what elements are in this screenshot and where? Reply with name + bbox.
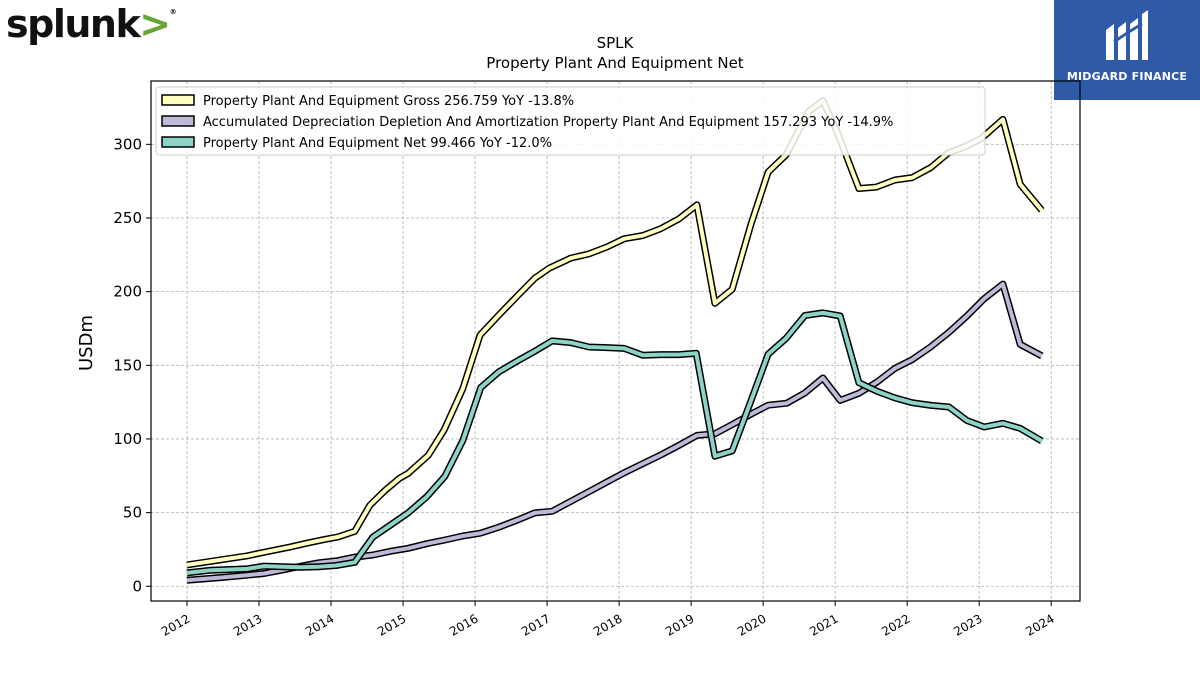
series-layer — [186, 97, 1045, 584]
x-tick-label: 2023 — [951, 611, 984, 638]
series-line — [186, 282, 1043, 583]
x-tick-label: 2015 — [375, 611, 408, 638]
x-tick-label: 2013 — [231, 611, 264, 638]
midgard-brand-text: MIDGARD FINANCE — [1066, 70, 1188, 83]
x-tick-label: 2014 — [303, 611, 336, 638]
y-tick-label: 50 — [123, 504, 142, 522]
chart-title: SPLK — [597, 34, 635, 52]
legend-swatch — [161, 136, 195, 148]
x-tick-label: 2016 — [447, 611, 480, 638]
chevron-mark: > — [139, 2, 171, 46]
legend-entry: Property Plant And Equipment Net 99.466 … — [203, 136, 552, 151]
legend-swatch — [161, 94, 195, 106]
series-line — [186, 310, 1043, 575]
splunk-logo: splunk>® — [6, 2, 176, 46]
chart-subtitle: Property Plant And Equipment Net — [486, 54, 743, 72]
series-3 — [186, 309, 1044, 577]
x-tick-label: 2012 — [159, 611, 192, 638]
y-tick-label: 150 — [113, 356, 142, 374]
x-tick-label: 2024 — [1023, 611, 1056, 638]
legend-box — [155, 86, 986, 156]
y-tick-label: 300 — [113, 135, 142, 153]
series-line-outline — [186, 97, 1045, 569]
series-2 — [186, 280, 1044, 584]
legend-swatch — [161, 115, 195, 127]
plot-frame — [150, 80, 1081, 602]
legend: Property Plant And Equipment Gross 256.7… — [155, 86, 986, 156]
legend-entry: Accumulated Depreciation Depletion And A… — [203, 115, 893, 130]
x-tick-label: 2020 — [735, 611, 768, 638]
axes: 2012 2013 2014 2015 2016 2017 2018 2019 2020 2021… — [113, 135, 1056, 639]
x-tick-label: 2019 — [663, 611, 696, 638]
y-axis-label: USDm — [76, 315, 97, 371]
y-tick-label: 0 — [132, 577, 142, 595]
y-tick-label: 100 — [113, 430, 142, 448]
midgard-finance-logo: MIDGARD FINANCE — [1054, 0, 1200, 100]
midgard-mark-icon — [1106, 10, 1148, 60]
series-1 — [186, 97, 1045, 569]
series-line-outline — [186, 280, 1044, 584]
y-tick-label: 200 — [113, 283, 142, 301]
x-tick-label: 2017 — [519, 611, 552, 638]
series-line-outline — [186, 309, 1044, 577]
series-line — [186, 98, 1044, 567]
x-tick-label: 2021 — [807, 611, 840, 638]
y-tick-label: 250 — [113, 209, 142, 227]
legend-entry: Property Plant And Equipment Gross 256.7… — [203, 94, 574, 109]
x-tick-label: 2018 — [591, 611, 624, 638]
x-tick-label: 2022 — [879, 611, 912, 638]
